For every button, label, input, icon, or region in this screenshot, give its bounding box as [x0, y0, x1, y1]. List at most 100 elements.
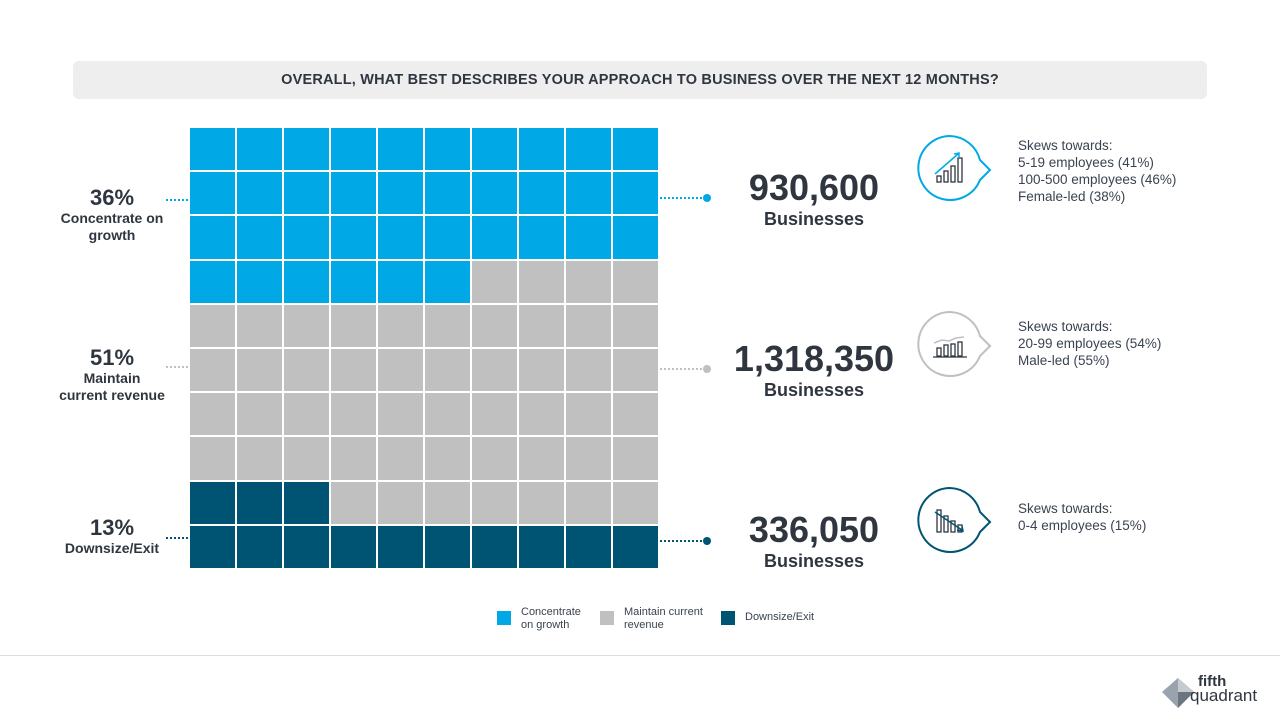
waffle-cell-maintain [425, 437, 470, 480]
waffle-cell-maintain [284, 437, 329, 480]
waffle-cell-maintain [519, 393, 564, 436]
logo-text-line2: quadrant [1190, 686, 1258, 705]
count-unit: Businesses [763, 551, 865, 571]
waffle-cell-growth [566, 172, 611, 215]
waffle-cell-maintain [425, 393, 470, 436]
waffle-cell-maintain [378, 349, 423, 392]
fifth-quadrant-logo: fifth quadrant [1160, 674, 1270, 714]
waffle-cell-growth [519, 216, 564, 259]
legend-item-growth: Concentrate on growth [497, 606, 591, 632]
waffle-cell-growth [425, 216, 470, 259]
waffle-cell-growth [284, 216, 329, 259]
waffle-cell-maintain [519, 260, 564, 303]
waffle-cell-growth [613, 172, 658, 215]
waffle-cell-growth [378, 260, 423, 303]
waffle-cell-maintain [472, 349, 517, 392]
waffle-cell-exit [425, 525, 470, 568]
waffle-cell-growth [519, 172, 564, 215]
leader-right-growth [660, 197, 706, 199]
leader-left-maintain [166, 366, 188, 368]
waffle-cell-maintain [331, 481, 376, 524]
waffle-cell-growth [237, 172, 282, 215]
waffle-cell-growth [237, 216, 282, 259]
waffle-cell-exit [237, 525, 282, 568]
waffle-cell-maintain [566, 304, 611, 347]
leader-dot-maintain [703, 365, 711, 373]
waffle-cell-maintain [425, 481, 470, 524]
waffle-cell-growth [237, 260, 282, 303]
waffle-cell-growth [378, 128, 423, 171]
waffle-cell-maintain [378, 437, 423, 480]
waffle-cell-exit [566, 525, 611, 568]
count-unit: Businesses [763, 380, 865, 400]
waffle-cell-maintain [472, 393, 517, 436]
waffle-cell-maintain [190, 393, 235, 436]
waffle-cell-maintain [331, 349, 376, 392]
waffle-cell-maintain [190, 349, 235, 392]
segment-growth-pct: 36% Concentrate on growth [40, 186, 184, 244]
waffle-cell-maintain [237, 437, 282, 480]
waffle-cell-exit [190, 525, 235, 568]
waffle-cell-maintain [284, 304, 329, 347]
waffle-cell-maintain [425, 349, 470, 392]
skews-growth: Skews towards: 5-19 employees (41%) 100-… [1018, 137, 1176, 205]
waffle-cell-maintain [519, 349, 564, 392]
legend-label: Concentrate on growth [521, 606, 581, 631]
leader-dot-exit [703, 537, 711, 545]
waffle-cell-growth [284, 172, 329, 215]
waffle-cell-exit [237, 481, 282, 524]
skews-exit: Skews towards: 0-4 employees (15%) [1018, 500, 1146, 534]
waffle-cell-growth [284, 128, 329, 171]
pct-value: 13% [89, 515, 135, 540]
pct-label: Maintain current revenue [59, 370, 165, 403]
waffle-cell-maintain [284, 349, 329, 392]
waffle-cell-growth [378, 216, 423, 259]
waffle-cell-growth [190, 172, 235, 215]
waffle-cell-maintain [472, 481, 517, 524]
skews-maintain: Skews towards: 20-99 employees (54%) Mal… [1018, 318, 1161, 369]
count-value: 1,318,350 [733, 338, 895, 379]
skews-item: 5-19 employees (41%) [1018, 155, 1154, 170]
waffle-cell-maintain [519, 481, 564, 524]
waffle-cell-maintain [331, 437, 376, 480]
bar-chart-flat-icon [917, 310, 992, 377]
waffle-cell-exit [331, 525, 376, 568]
waffle-cell-maintain [613, 260, 658, 303]
skews-title: Skews towards: [1018, 138, 1113, 153]
count-unit: Businesses [763, 209, 865, 229]
waffle-cell-maintain [472, 304, 517, 347]
waffle-cell-maintain [613, 393, 658, 436]
pct-label: Concentrate on growth [60, 210, 164, 243]
legend-swatch [600, 611, 614, 625]
waffle-cell-growth [190, 216, 235, 259]
waffle-chart [190, 128, 658, 568]
skews-item: Female-led (38%) [1018, 189, 1126, 204]
waffle-cell-maintain [613, 304, 658, 347]
footer-divider [0, 655, 1280, 656]
count-exit: 336,050 Businesses [714, 510, 914, 572]
waffle-cell-growth [613, 216, 658, 259]
count-value: 930,600 [748, 167, 880, 208]
legend-swatch [721, 611, 735, 625]
skews-title: Skews towards: [1018, 501, 1113, 516]
segment-maintain-pct: 51% Maintain current revenue [40, 346, 184, 404]
waffle-cell-exit [613, 525, 658, 568]
waffle-cell-maintain [378, 481, 423, 524]
waffle-cell-maintain [378, 304, 423, 347]
waffle-cell-growth [378, 172, 423, 215]
waffle-cell-maintain [613, 349, 658, 392]
legend-swatch [497, 611, 511, 625]
legend-item-exit: Downsize/Exit [721, 606, 814, 625]
waffle-cell-maintain [190, 304, 235, 347]
waffle-cell-maintain [472, 437, 517, 480]
waffle-cell-exit [284, 525, 329, 568]
chart-title: OVERALL, WHAT BEST DESCRIBES YOUR APPROA… [73, 61, 1207, 99]
logo-text-line1: fifth [1198, 673, 1227, 690]
count-growth: 930,600 Businesses [714, 168, 914, 230]
waffle-cell-exit [284, 481, 329, 524]
waffle-cell-exit [472, 525, 517, 568]
waffle-cell-growth [425, 128, 470, 171]
leader-right-exit [660, 540, 706, 542]
waffle-cell-maintain [566, 481, 611, 524]
legend-item-maintain: Maintain current revenue [600, 606, 716, 632]
